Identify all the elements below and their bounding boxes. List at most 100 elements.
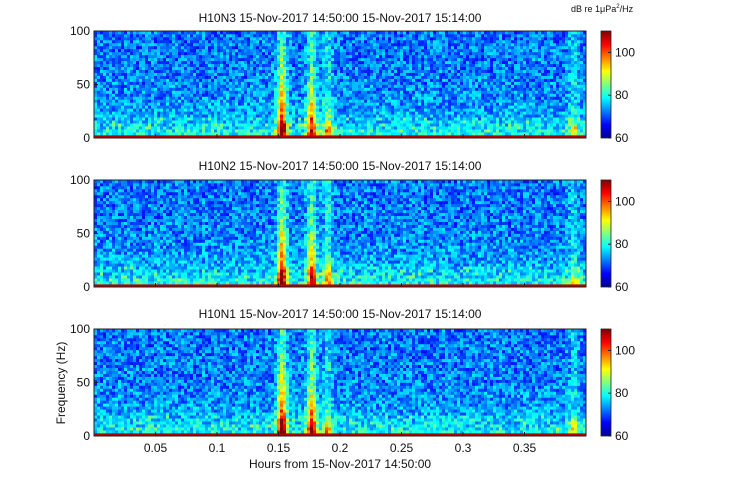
heatmap-cell [142, 51, 146, 56]
heatmap-cell [220, 69, 224, 73]
heatmap-cell [352, 102, 356, 106]
heatmap-cell [211, 45, 215, 50]
heatmap-cell [181, 111, 185, 115]
heatmap-cell [367, 93, 371, 97]
heatmap-cell [304, 123, 308, 127]
heatmap-cell [397, 81, 401, 85]
heatmap-cell [232, 39, 236, 44]
heatmap-cell [250, 96, 254, 100]
heatmap-cell [322, 123, 326, 127]
heatmap-cell [391, 31, 395, 35]
heatmap-cell [148, 31, 152, 35]
heatmap-cell [238, 108, 242, 112]
heatmap-cell [271, 63, 275, 68]
heatmap-cell [214, 132, 218, 136]
heatmap-cell [508, 93, 512, 97]
heatmap-cell [178, 60, 182, 65]
heatmap-cell [229, 90, 233, 94]
heatmap-cell [508, 102, 512, 106]
heatmap-cell [310, 60, 314, 65]
heatmap-cell [355, 90, 359, 94]
heatmap-cell [445, 54, 449, 59]
heatmap-cell [448, 132, 452, 136]
heatmap-cell [157, 63, 161, 68]
heatmap-cell [337, 87, 341, 91]
heatmap-cell [103, 135, 107, 139]
heatmap-cell [223, 39, 227, 44]
heatmap-cell [184, 31, 188, 35]
heatmap-cell [214, 105, 218, 109]
heatmap-cell [502, 48, 506, 53]
heatmap-cell [265, 31, 269, 35]
heatmap-cell [319, 87, 323, 91]
heatmap-cell [361, 57, 365, 62]
heatmap-cell [310, 54, 314, 59]
heatmap-cell [436, 60, 440, 65]
heatmap-cell [442, 42, 446, 47]
heatmap-cell [115, 54, 119, 59]
heatmap-cell [367, 42, 371, 47]
heatmap-cell [289, 69, 293, 73]
heatmap-cell [289, 72, 293, 76]
heatmap-cell [427, 84, 431, 88]
heatmap-cell [241, 99, 245, 103]
heatmap-cell [508, 72, 512, 76]
heatmap-cell [136, 69, 140, 73]
heatmap-cell [205, 90, 209, 94]
heatmap-cell [316, 66, 320, 70]
heatmap-cell [478, 84, 482, 88]
heatmap-cell [337, 48, 341, 53]
heatmap-cell [382, 105, 386, 109]
heatmap-cell [292, 111, 296, 115]
heatmap-cell [460, 60, 464, 65]
heatmap-cell [382, 78, 386, 82]
heatmap-cell [382, 111, 386, 115]
heatmap-cell [223, 36, 227, 41]
heatmap-cell [208, 72, 212, 76]
heatmap-cell [406, 93, 410, 97]
heatmap-cell [460, 108, 464, 112]
heatmap-cell [163, 117, 167, 121]
heatmap-cell [496, 60, 500, 65]
heatmap-cell [427, 105, 431, 109]
heatmap-cell [130, 45, 134, 50]
heatmap-cell [217, 105, 221, 109]
heatmap-cell [217, 66, 221, 70]
heatmap-cell [331, 93, 335, 97]
heatmap-cell [337, 105, 341, 109]
heatmap-cell [115, 45, 119, 50]
heatmap-cell [145, 132, 149, 136]
heatmap-cell [400, 66, 404, 70]
heatmap-cell [148, 99, 152, 103]
heatmap-cell [388, 33, 392, 38]
heatmap-cell [106, 120, 110, 124]
heatmap-cell [406, 72, 410, 76]
heatmap-cell [103, 99, 107, 103]
heatmap-cell [100, 87, 104, 91]
heatmap-cell [184, 123, 188, 127]
heatmap-cell [334, 45, 338, 50]
heatmap-cell [400, 81, 404, 85]
heatmap-cell [181, 99, 185, 103]
heatmap-cell [181, 102, 185, 106]
heatmap-cell [133, 99, 137, 103]
heatmap-cell [340, 54, 344, 59]
heatmap-cell [190, 114, 194, 118]
heatmap-cell [115, 129, 119, 133]
heatmap-cell [376, 96, 380, 100]
heatmap-cell [307, 129, 311, 133]
heatmap-cell [163, 87, 167, 91]
heatmap-cell [313, 31, 317, 35]
heatmap-cell [325, 60, 329, 65]
heatmap-cell [151, 129, 155, 133]
heatmap-cell [103, 78, 107, 82]
heatmap-cell [502, 126, 506, 130]
heatmap-cell [475, 105, 479, 109]
heatmap-cell [307, 120, 311, 124]
heatmap-cell [232, 51, 236, 56]
heatmap-cell [178, 99, 182, 103]
heatmap-cell [208, 36, 212, 41]
heatmap-cell [136, 102, 140, 106]
heatmap-cell [346, 129, 350, 133]
heatmap-cell [373, 48, 377, 53]
